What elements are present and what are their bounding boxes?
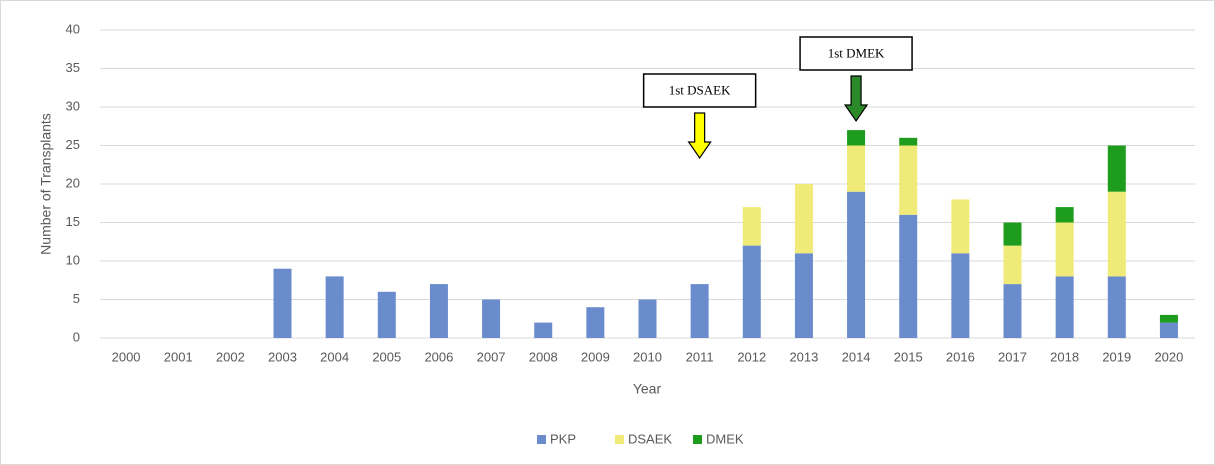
- bar-segment: [1003, 245, 1022, 285]
- x-tick-label: 2009: [581, 349, 610, 364]
- x-tick-label: 2002: [216, 349, 245, 364]
- bar-segment: [1003, 222, 1022, 246]
- bar-segment: [847, 191, 866, 338]
- annotation-text: 1st DSAEK: [669, 82, 731, 97]
- bar-segment: [1055, 207, 1074, 223]
- bar-segment: [690, 284, 709, 338]
- x-tick-label: 2005: [372, 349, 401, 364]
- legend-label: DSAEK: [628, 431, 672, 446]
- bar-segment: [482, 299, 501, 338]
- x-axis-title: Year: [633, 381, 662, 397]
- bar-segment: [951, 199, 970, 254]
- bar-segment: [325, 276, 344, 338]
- legend-label: DMEK: [706, 431, 744, 446]
- x-tick-label: 2019: [1102, 349, 1131, 364]
- bar-segment: [951, 253, 970, 338]
- x-tick-label: 2011: [686, 349, 714, 364]
- bar-segment: [1159, 314, 1178, 323]
- bar-segment: [742, 207, 761, 246]
- y-tick-label: 15: [66, 214, 80, 229]
- annotation-box: [799, 36, 913, 71]
- bar-segment: [1107, 191, 1126, 277]
- y-tick-label: 35: [66, 60, 80, 75]
- bar-segment: [899, 214, 918, 338]
- y-tick-label: 40: [66, 21, 80, 36]
- bar-segment: [638, 299, 657, 338]
- x-tick-label: 2018: [1050, 349, 1079, 364]
- bar-segment: [1003, 284, 1022, 338]
- y-axis-title: Number of Transplants: [38, 113, 54, 255]
- bar-segment: [794, 184, 813, 254]
- bar-segment: [586, 307, 605, 338]
- x-tick-label: 2004: [320, 349, 349, 364]
- bar-segment: [1107, 145, 1126, 192]
- bar-segment: [1055, 276, 1074, 338]
- x-tick-label: 2016: [946, 349, 975, 364]
- y-tick-label: 20: [66, 175, 80, 190]
- bar-segment: [742, 245, 761, 338]
- bar-segment: [794, 253, 813, 338]
- bar-segment: [899, 145, 918, 215]
- bar-segment: [847, 145, 866, 192]
- legend-swatch: [537, 435, 546, 444]
- x-tick-label: 2017: [998, 349, 1027, 364]
- y-tick-label: 10: [66, 252, 80, 267]
- bar-segment: [273, 268, 292, 338]
- legend-swatch: [615, 435, 624, 444]
- x-tick-label: 2003: [268, 349, 297, 364]
- annotation-arrow: [843, 75, 869, 123]
- bar-segment: [534, 322, 553, 338]
- legend-swatch: [693, 435, 702, 444]
- x-tick-label: 2006: [424, 349, 453, 364]
- x-tick-label: 2015: [894, 349, 923, 364]
- bar-segment: [847, 130, 866, 146]
- x-tick-label: 2010: [633, 349, 662, 364]
- x-tick-label: 2000: [112, 349, 141, 364]
- x-tick-label: 2014: [842, 349, 871, 364]
- legend-label: PKP: [550, 431, 576, 446]
- bar-segment: [1159, 322, 1178, 338]
- x-tick-label: 2001: [164, 349, 193, 364]
- x-tick-label: 2012: [737, 349, 766, 364]
- annotation-text: 1st DMEK: [828, 45, 885, 60]
- bar-segment: [377, 291, 396, 338]
- bar-segment: [1055, 222, 1074, 277]
- x-tick-label: 2013: [789, 349, 818, 364]
- bar-segment: [1107, 276, 1126, 338]
- x-tick-label: 2007: [477, 349, 506, 364]
- annotation-arrow: [687, 112, 712, 160]
- x-tick-label: 2020: [1154, 349, 1183, 364]
- annotation-box: [642, 73, 757, 108]
- bar-segment: [899, 137, 918, 146]
- x-tick-label: 2008: [529, 349, 558, 364]
- y-tick-label: 5: [73, 291, 80, 306]
- y-tick-label: 0: [73, 329, 80, 344]
- bar-segment: [429, 284, 448, 338]
- y-tick-label: 30: [66, 98, 80, 113]
- y-tick-label: 25: [66, 137, 80, 152]
